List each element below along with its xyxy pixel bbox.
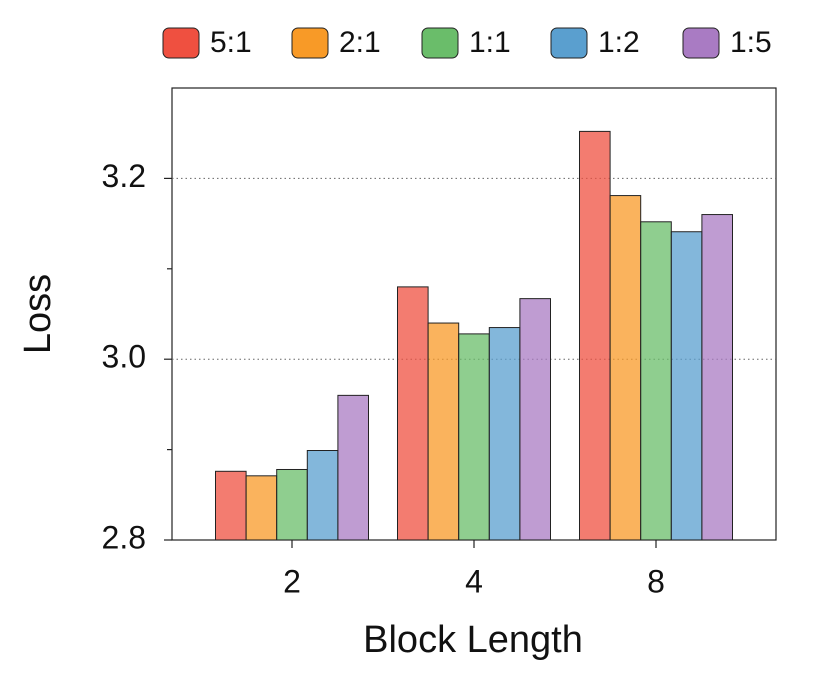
x-tick-label: 8: [647, 563, 665, 599]
legend-label: 1:2: [598, 26, 640, 59]
bar: [215, 470, 247, 541]
bar: [397, 286, 429, 541]
bar: [579, 130, 611, 541]
bar: [337, 394, 369, 541]
y-tick-label: 3.0: [102, 339, 146, 375]
legend-label: 5:1: [210, 26, 252, 59]
legend-swatch: [550, 27, 588, 59]
bar: [640, 221, 672, 541]
bar: [306, 450, 339, 541]
bar: [670, 231, 703, 541]
x-tick-label: 4: [465, 563, 483, 599]
bar: [245, 475, 278, 541]
legend-label: 1:1: [469, 26, 511, 59]
legend-swatch: [421, 27, 459, 59]
y-tick-label: 3.2: [102, 158, 146, 194]
y-axis-title: Loss: [17, 274, 59, 354]
legend-swatch: [682, 27, 720, 59]
bar: [276, 468, 308, 541]
bar: [519, 298, 552, 541]
bar: [427, 322, 460, 541]
x-axis-title: Block Length: [363, 619, 583, 661]
legend-swatch: [162, 27, 200, 59]
legend-swatch: [291, 27, 329, 59]
bar: [488, 327, 521, 541]
y-tick-label: 2.8: [102, 519, 146, 555]
bar: [701, 214, 734, 541]
bar: [458, 333, 490, 541]
legend-label: 1:5: [730, 26, 772, 59]
bar: [609, 195, 642, 541]
legend-label: 2:1: [339, 26, 381, 59]
x-tick-label: 2: [283, 563, 301, 599]
